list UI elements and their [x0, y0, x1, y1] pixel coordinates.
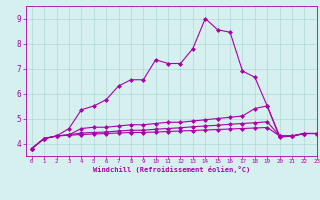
X-axis label: Windchill (Refroidissement éolien,°C): Windchill (Refroidissement éolien,°C): [92, 166, 250, 173]
